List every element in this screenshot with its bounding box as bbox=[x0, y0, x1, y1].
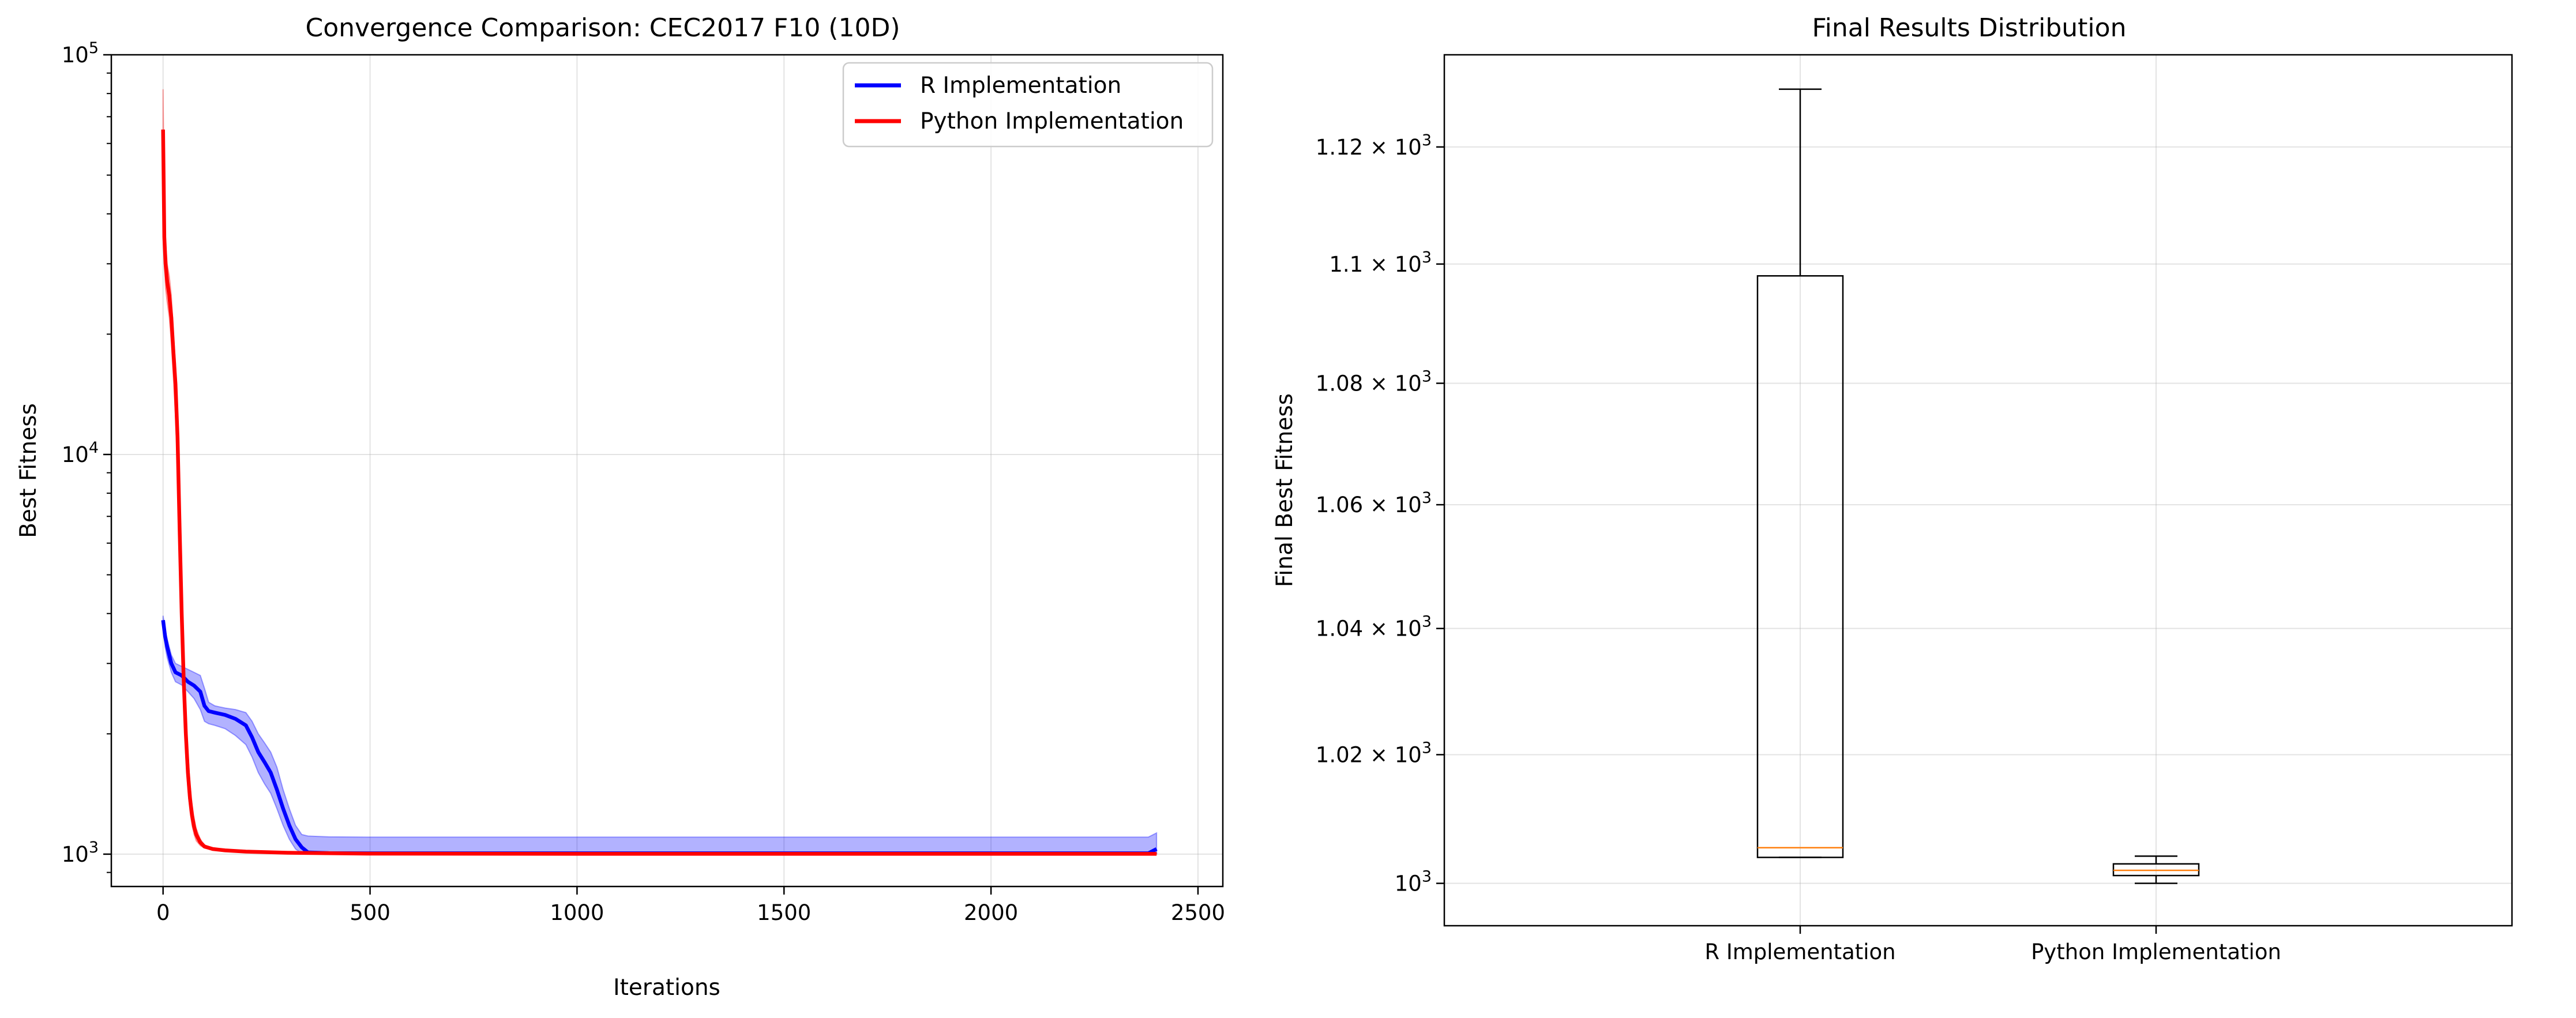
box-y-tick-label-1080-mantissa: 1.08 × bbox=[1316, 371, 1395, 396]
box-body bbox=[1756, 275, 1844, 858]
box-y-tick-label-1020: 1.02 × 103 bbox=[1316, 739, 1432, 767]
box-y-tick-label-1000: 103 bbox=[1395, 868, 1432, 896]
box-y-tick-label-1080: 1.08 × 103 bbox=[1316, 368, 1432, 396]
y-tick-label-10000-base: 10 bbox=[62, 442, 89, 467]
series-line-python-implementation bbox=[161, 129, 1157, 856]
box-y-tick-label-1040: 1.04 × 103 bbox=[1316, 613, 1432, 641]
box-y-tick-label-1060-base: 10 bbox=[1395, 493, 1422, 517]
convergence-chart-frame bbox=[110, 54, 1224, 888]
box-y-tick-label-1120-base: 10 bbox=[1395, 135, 1422, 160]
convergence-chart-lines bbox=[161, 129, 1158, 856]
box-y-tick-label-1080-base: 10 bbox=[1395, 371, 1422, 396]
convergence-chart: Convergence Comparison: CEC2017 F10 (10D… bbox=[16, 13, 1225, 1001]
box-x-tick-label-python-implementation: Python Implementation bbox=[2031, 940, 2281, 964]
distribution-chart: Final Results Distribution R Implementat… bbox=[1272, 13, 2513, 964]
box-y-tick-label-1100-base: 10 bbox=[1395, 252, 1422, 277]
y-tick-label-10000-exponent: 4 bbox=[89, 439, 99, 457]
y-tick-label-100000: 105 bbox=[62, 39, 99, 67]
convergence-chart-y-label: Best Fitness bbox=[16, 403, 42, 538]
box-r-implementation bbox=[1756, 88, 1844, 858]
box-y-tick-label-1100-exponent: 3 bbox=[1422, 249, 1432, 266]
distribution-chart-frame bbox=[1443, 54, 2513, 927]
box-y-tick-label-1060-mantissa: 1.06 × bbox=[1316, 493, 1395, 517]
legend-label-r-implementation: R Implementation bbox=[920, 73, 1121, 99]
distribution-chart-title: Final Results Distribution bbox=[1812, 13, 2127, 43]
box-y-tick-label-1120: 1.12 × 103 bbox=[1316, 132, 1432, 160]
box-y-tick-label-1040-base: 10 bbox=[1395, 617, 1422, 641]
x-tick-label-1500: 1500 bbox=[757, 900, 811, 925]
convergence-chart-x-ticks: 0 500 1000 1500 2000 2500 bbox=[156, 886, 1225, 925]
x-tick-label-2000: 2000 bbox=[964, 900, 1018, 925]
y-tick-label-10000: 104 bbox=[62, 439, 99, 467]
box-y-tick-label-1060-exponent: 3 bbox=[1422, 489, 1432, 507]
distribution-chart-boxes bbox=[1756, 88, 2200, 884]
box-y-tick-label-1020-exponent: 3 bbox=[1422, 739, 1432, 757]
box-y-tick-label-1100-mantissa: 1.1 × bbox=[1329, 252, 1394, 277]
box-python-implementation bbox=[2112, 855, 2200, 884]
box-y-tick-label-1100: 1.1 × 103 bbox=[1329, 249, 1432, 277]
box-y-tick-label-1120-exponent: 3 bbox=[1422, 132, 1432, 149]
box-y-tick-label-1000-base: 10 bbox=[1395, 872, 1422, 896]
box-y-tick-label-1040-exponent: 3 bbox=[1422, 613, 1432, 631]
box-y-tick-label-1120-mantissa: 1.12 × bbox=[1316, 135, 1395, 160]
distribution-chart-x-ticks: R Implementation Python Implementation bbox=[1704, 926, 2281, 964]
legend-label-python-implementation: Python Implementation bbox=[920, 108, 1184, 134]
x-tick-label-0: 0 bbox=[156, 900, 170, 925]
box-y-tick-label-1040-mantissa: 1.04 × bbox=[1316, 617, 1395, 641]
y-tick-label-1000-exponent: 3 bbox=[89, 839, 99, 857]
box-y-tick-label-1080-exponent: 3 bbox=[1422, 368, 1432, 386]
box-y-tick-label-1020-base: 10 bbox=[1395, 742, 1422, 767]
x-tick-label-500: 500 bbox=[350, 900, 390, 925]
convergence-chart-x-label: Iterations bbox=[613, 975, 720, 1001]
y-tick-label-1000: 103 bbox=[62, 839, 99, 867]
box-y-tick-label-1020-mantissa: 1.02 × bbox=[1316, 742, 1395, 767]
y-tick-label-100000-base: 10 bbox=[62, 43, 89, 67]
box-x-tick-label-r-implementation: R Implementation bbox=[1704, 940, 1895, 964]
y-tick-label-100000-exponent: 5 bbox=[89, 39, 99, 57]
legend-frame bbox=[842, 62, 1214, 148]
legend: R Implementation Python Implementation bbox=[842, 62, 1214, 148]
box-y-tick-label-1000-exponent: 3 bbox=[1422, 868, 1432, 886]
convergence-chart-title: Convergence Comparison: CEC2017 F10 (10D… bbox=[305, 13, 900, 43]
y-tick-label-1000-base: 10 bbox=[62, 842, 89, 867]
x-tick-label-2500: 2500 bbox=[1171, 900, 1225, 925]
distribution-chart-y-label: Final Best Fitness bbox=[1272, 393, 1298, 587]
x-tick-label-1000: 1000 bbox=[550, 900, 604, 925]
box-y-tick-label-1060: 1.06 × 103 bbox=[1316, 489, 1432, 517]
